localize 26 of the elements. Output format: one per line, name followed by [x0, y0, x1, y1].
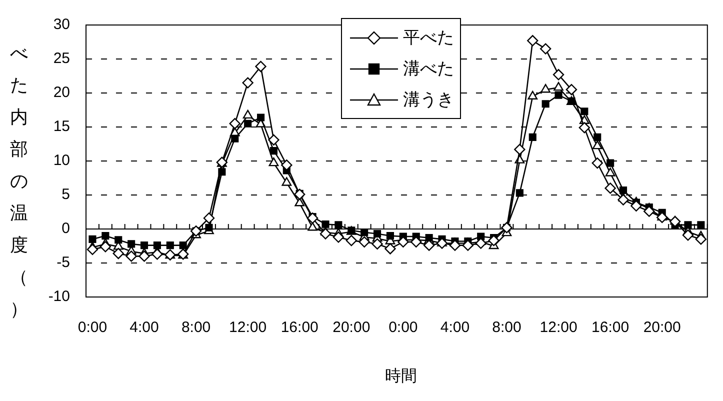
y-tick-label: 15: [53, 118, 70, 136]
x-tick-label: 20:00: [332, 319, 370, 336]
x-tick-label: 8:00: [492, 319, 522, 336]
y-tick-label: 0: [62, 220, 70, 238]
x-tick-label: 4:00: [130, 319, 159, 336]
x-tick-label: 4:00: [440, 319, 470, 336]
legend-label: 溝べた: [403, 58, 454, 80]
y-tick-label: 30: [53, 16, 70, 34]
y-tick-label: 25: [53, 50, 70, 68]
text: べた内部の温度（）: [10, 43, 28, 319]
y-tick-label: -5: [56, 254, 70, 272]
x-tick-label: 16:00: [280, 319, 318, 336]
x-tick-label: 12:00: [229, 319, 267, 336]
y-tick-label: -10: [48, 288, 70, 306]
x-tick-label: 12:00: [540, 319, 578, 336]
y-tick-label: 20: [53, 84, 70, 102]
x-tick-label: 16:00: [592, 319, 630, 336]
x-tick-label: 20:00: [643, 319, 681, 336]
x-tick-label: 8:00: [181, 319, 211, 336]
legend-label: 平べた: [403, 27, 454, 49]
x-tick-label: 0:00: [388, 319, 418, 336]
y-tick-label: 5: [62, 186, 70, 204]
x-axis-title: 時間: [384, 366, 418, 387]
legend-label: 溝うき: [403, 89, 454, 111]
y-tick-label: 10: [53, 152, 70, 170]
x-tick-label: 0:00: [78, 319, 108, 336]
